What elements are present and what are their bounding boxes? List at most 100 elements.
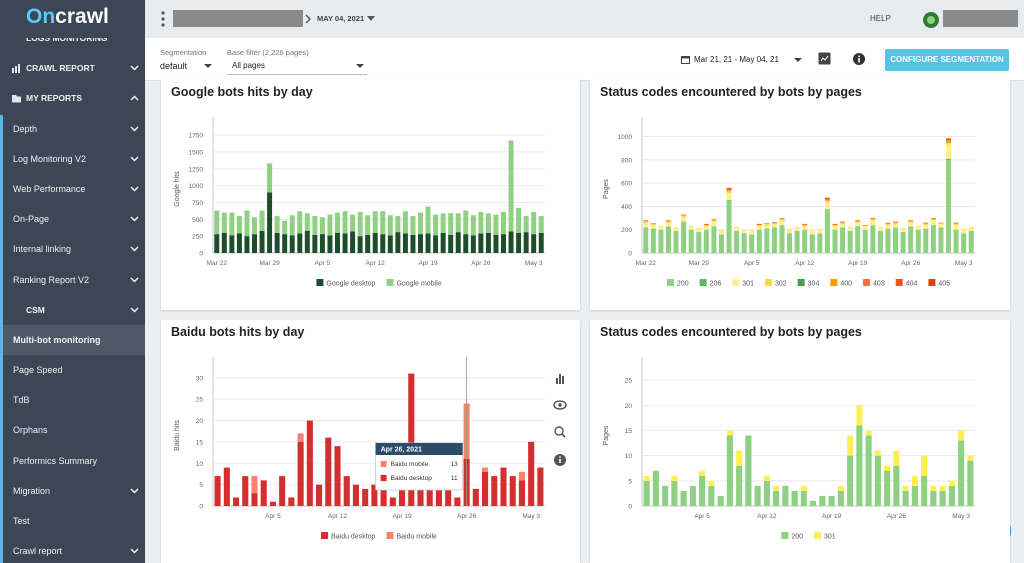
- bar: [856, 405, 863, 426]
- bar: [802, 224, 808, 226]
- calendar-icon[interactable]: [681, 55, 690, 64]
- bar: [870, 218, 876, 219]
- sidebar-item[interactable]: TdB: [0, 385, 145, 415]
- date-range-caret[interactable]: [794, 58, 802, 63]
- sidebar-chevron[interactable]: [130, 246, 139, 252]
- sidebar-item[interactable]: CSM: [0, 295, 145, 325]
- legend-label[interactable]: 301: [824, 534, 836, 541]
- crawl-date[interactable]: MAY 04, 2021: [317, 14, 365, 23]
- legend: Baidu desktop Baidu mobile: [321, 532, 437, 541]
- menu-icon[interactable]: [158, 10, 168, 28]
- sidebar-item[interactable]: Ranking Report V2: [0, 265, 145, 295]
- legend-label[interactable]: 302: [775, 281, 787, 288]
- sidebar-chevron[interactable]: [130, 186, 139, 192]
- sidebar-chevron[interactable]: [130, 548, 139, 554]
- legend-label[interactable]: 301: [742, 281, 754, 288]
- bar: [756, 224, 762, 226]
- bar: [893, 450, 900, 466]
- sidebar-item[interactable]: Migration: [0, 476, 145, 506]
- legend-label[interactable]: 404: [906, 281, 918, 288]
- sidebar-chevron[interactable]: [130, 65, 139, 71]
- user-avatar[interactable]: [922, 11, 940, 29]
- sidebar-item-label: CRAWL REPORT: [26, 63, 95, 74]
- bar: [703, 224, 709, 226]
- sidebar-item[interactable]: Internal linking: [0, 234, 145, 264]
- y-axis-label: Pages: [603, 425, 610, 445]
- date-caret[interactable]: [367, 16, 375, 22]
- bar: [726, 189, 732, 191]
- tool-bar-icon[interactable]: [562, 376, 564, 384]
- select-caret[interactable]: [356, 64, 364, 69]
- legend-label[interactable]: 400: [840, 281, 852, 288]
- export-icon[interactable]: [818, 52, 831, 65]
- tool-zoom-icon[interactable]: [554, 426, 564, 436]
- select-caret[interactable]: [204, 64, 212, 69]
- legend-label[interactable]: 403: [873, 281, 885, 288]
- legend-label[interactable]: 405: [938, 281, 950, 288]
- sidebar-item[interactable]: Performics Summary: [0, 446, 145, 476]
- bar: [884, 465, 891, 471]
- sidebar-item[interactable]: Page Speed: [0, 355, 145, 385]
- sidebar-item[interactable]: Depth: [0, 114, 145, 144]
- legend-label[interactable]: Baidu desktop: [331, 534, 375, 541]
- x-tick-label: May 3: [955, 260, 973, 267]
- sidebar-chevron[interactable]: [130, 216, 139, 222]
- bar: [734, 227, 740, 231]
- sidebar-item[interactable]: On-Page: [0, 204, 145, 234]
- legend-label[interactable]: Baidu mobile: [396, 534, 437, 541]
- bar: [380, 211, 386, 235]
- logo[interactable]: Oncrawl: [0, 0, 145, 38]
- sidebar-item[interactable]: Web Performance: [0, 174, 145, 204]
- sidebar-item[interactable]: MY REPORTS: [0, 83, 145, 113]
- bar: [508, 140, 514, 232]
- help-link[interactable]: HELP: [870, 14, 891, 23]
- y-tick-label: 15: [196, 439, 204, 446]
- bar: [787, 233, 793, 253]
- tool-bar-icon[interactable]: [556, 378, 558, 384]
- sidebar-item[interactable]: CRAWL REPORT: [0, 53, 145, 83]
- bar: [650, 228, 656, 253]
- bar: [319, 234, 325, 253]
- sidebar-item[interactable]: Log Monitoring V2: [0, 144, 145, 174]
- legend-label[interactable]: Google desktop: [326, 281, 375, 288]
- sidebar-chevron[interactable]: [130, 488, 139, 494]
- legend-label[interactable]: 304: [808, 281, 820, 288]
- legend-label[interactable]: 200: [677, 281, 689, 288]
- bar: [673, 227, 679, 228]
- info-icon[interactable]: [853, 53, 865, 65]
- bar: [696, 227, 702, 229]
- sidebar-chevron[interactable]: [130, 156, 139, 162]
- bar: [316, 484, 323, 506]
- sidebar-chevron[interactable]: [130, 126, 139, 132]
- sidebar-item[interactable]: Test: [0, 506, 145, 536]
- bar: [779, 219, 785, 221]
- segmentation-select[interactable]: default: [160, 61, 188, 71]
- configure-segmentation-button[interactable]: CONFIGURE SEGMENTATION: [885, 49, 1009, 71]
- bar: [342, 233, 348, 253]
- sidebar-item[interactable]: Orphans: [0, 415, 145, 445]
- tooltip-swatch: [380, 475, 387, 481]
- date-range[interactable]: Mar 21, 21 - May 04, 21: [694, 55, 779, 64]
- bar: [832, 225, 838, 227]
- sidebar-chevron[interactable]: [130, 276, 139, 283]
- tool-bar-icon[interactable]: [559, 374, 561, 384]
- sidebar-chevron[interactable]: [130, 95, 139, 101]
- tool-eye-icon[interactable]: [553, 400, 567, 410]
- bar: [681, 216, 687, 222]
- legend-label[interactable]: 200: [791, 534, 803, 541]
- sidebar-chevron[interactable]: [130, 307, 139, 313]
- sidebar-item[interactable]: Multi-bot monitoring: [0, 324, 145, 356]
- filter-select[interactable]: All pages: [232, 61, 265, 70]
- bar: [968, 227, 974, 231]
- bar: [703, 226, 709, 230]
- legend-label[interactable]: 206: [710, 281, 722, 288]
- legend-label[interactable]: Google mobile: [396, 281, 441, 288]
- bar: [893, 222, 899, 224]
- bar: [749, 230, 755, 235]
- bar: [448, 213, 454, 235]
- sidebar-item[interactable]: LOGS MONITORING: [0, 38, 145, 53]
- bar: [771, 222, 777, 224]
- bar: [643, 227, 649, 253]
- bar: [802, 229, 808, 253]
- sidebar-item[interactable]: Crawl report: [0, 536, 145, 563]
